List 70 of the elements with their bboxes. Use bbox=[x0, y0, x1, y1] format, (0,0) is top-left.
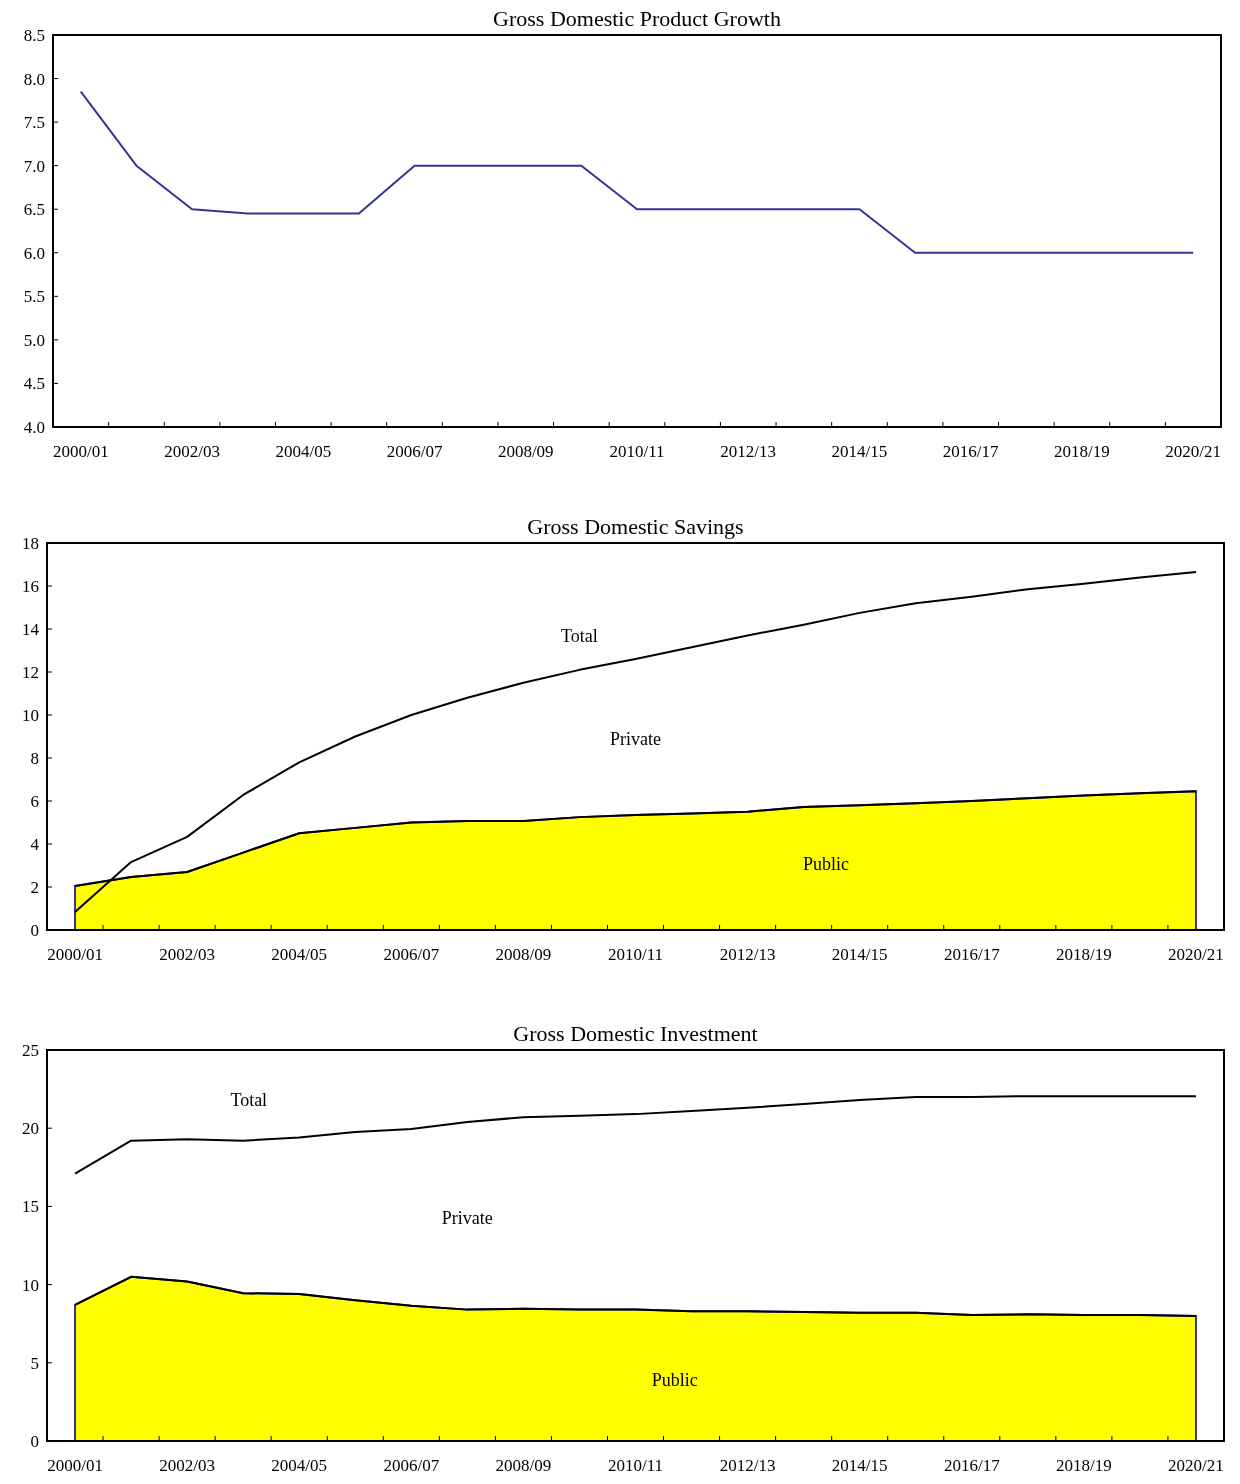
x-tick-label: 2014/15 bbox=[831, 442, 888, 461]
y-tick-label: 0 bbox=[30, 920, 39, 940]
x-tick-label: 2008/09 bbox=[495, 945, 552, 964]
y-tick-label: 5 bbox=[30, 1353, 39, 1373]
y-tick-label: 10 bbox=[22, 705, 39, 725]
y-tick-label: 18 bbox=[22, 533, 39, 553]
y-tick-label: 8 bbox=[30, 748, 39, 768]
x-tick-label: 2006/07 bbox=[383, 1456, 440, 1475]
y-tick-label: 16 bbox=[22, 576, 39, 596]
x-tick-label: 2000/01 bbox=[52, 442, 109, 461]
x-tick-label: 2020/21 bbox=[1165, 442, 1222, 461]
y-tick-label: 8.5 bbox=[23, 25, 45, 45]
x-tick-label: 2010/11 bbox=[607, 945, 664, 964]
x-tick-label: 2002/03 bbox=[159, 1456, 215, 1475]
series-label: Total bbox=[561, 625, 598, 646]
x-tick-label: 2004/05 bbox=[275, 442, 332, 461]
x-tick-label: 2012/13 bbox=[719, 1456, 776, 1475]
x-tick-label: 2016/17 bbox=[943, 1456, 1001, 1475]
x-tick-label: 2018/19 bbox=[1054, 442, 1110, 461]
x-tick-label: 2004/05 bbox=[271, 1456, 328, 1475]
y-tick-label: 15 bbox=[22, 1197, 39, 1217]
x-tick-label: 2018/19 bbox=[1056, 1456, 1112, 1475]
y-tick-label: 4 bbox=[30, 834, 40, 854]
y-tick-label: 5.0 bbox=[23, 330, 45, 350]
series-label: Public bbox=[803, 853, 850, 874]
y-tick-label: 5.5 bbox=[23, 287, 45, 307]
x-tick-label: 2002/03 bbox=[159, 945, 215, 964]
x-tick-label: 2000/01 bbox=[47, 1456, 103, 1475]
y-tick-label: 4.0 bbox=[23, 417, 45, 437]
chart-title: Gross Domestic Savings bbox=[527, 514, 744, 539]
y-tick-label: 8.0 bbox=[23, 69, 45, 89]
line-series bbox=[79, 90, 1195, 254]
x-tick-label: 2012/13 bbox=[719, 945, 776, 964]
y-tick-label: 0 bbox=[30, 1431, 39, 1451]
y-tick-label: 2 bbox=[30, 877, 39, 897]
x-tick-label: 2008/09 bbox=[497, 442, 554, 461]
x-tick-label: 2008/09 bbox=[495, 1456, 552, 1475]
x-tick-label: 2018/19 bbox=[1056, 945, 1112, 964]
x-tick-label: 2004/05 bbox=[271, 945, 328, 964]
y-tick-label: 14 bbox=[22, 619, 40, 639]
y-tick-label: 20 bbox=[22, 1119, 39, 1139]
y-tick-label: 4.5 bbox=[23, 374, 45, 394]
y-tick-label: 12 bbox=[22, 662, 39, 682]
y-tick-label: 25 bbox=[22, 1040, 39, 1060]
y-tick-label: 7.0 bbox=[23, 156, 45, 176]
x-tick-label: 2016/17 bbox=[943, 945, 1001, 964]
annotation: Private bbox=[610, 729, 661, 750]
x-tick-label: 2006/07 bbox=[386, 442, 443, 461]
y-tick-label: 6.0 bbox=[23, 243, 45, 263]
x-tick-label: 2006/07 bbox=[383, 945, 440, 964]
series-label: Total bbox=[230, 1090, 268, 1111]
y-tick-label: 6 bbox=[30, 791, 39, 811]
x-tick-label: 2014/15 bbox=[831, 1456, 888, 1475]
x-tick-label: 2010/11 bbox=[607, 1456, 664, 1475]
y-tick-label: 6.5 bbox=[23, 200, 45, 220]
x-tick-label: 2000/01 bbox=[47, 945, 103, 964]
line-series bbox=[74, 1095, 1197, 1175]
chart-title: Gross Domestic Investment bbox=[513, 1021, 758, 1046]
x-tick-label: 2020/21 bbox=[1168, 945, 1224, 964]
series-label: Public bbox=[651, 1370, 698, 1391]
x-tick-label: 2010/11 bbox=[609, 442, 665, 461]
y-tick-label: 10 bbox=[22, 1275, 39, 1295]
x-tick-label: 2012/13 bbox=[720, 442, 777, 461]
x-tick-label: 2014/15 bbox=[831, 945, 888, 964]
y-tick-label: 7.5 bbox=[23, 113, 45, 133]
annotation: Private bbox=[441, 1207, 493, 1228]
x-tick-label: 2020/21 bbox=[1168, 1456, 1224, 1475]
chart-title: Gross Domestic Product Growth bbox=[493, 6, 781, 31]
x-tick-label: 2002/03 bbox=[164, 442, 220, 461]
x-tick-label: 2016/17 bbox=[942, 442, 1000, 461]
